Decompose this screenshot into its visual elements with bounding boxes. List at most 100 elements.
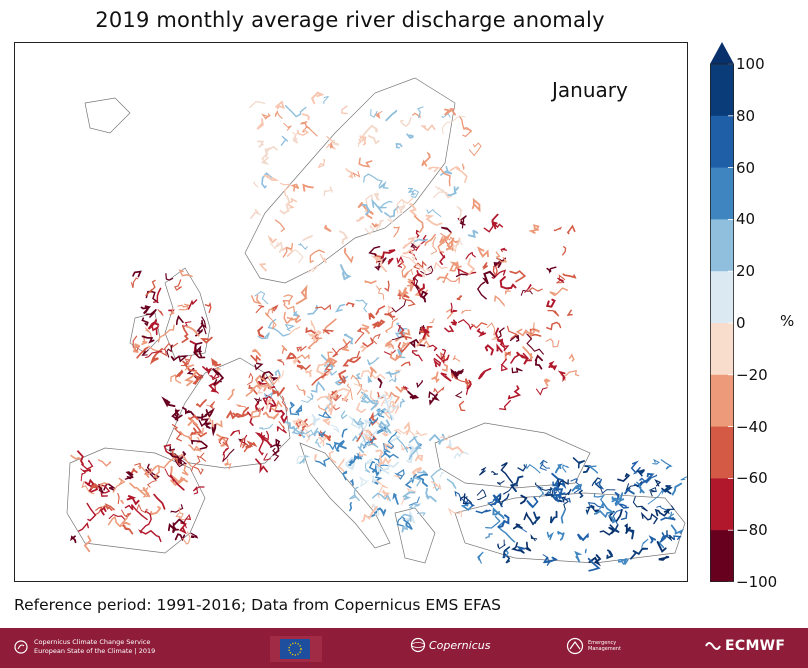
river-segment-balkans (372, 503, 380, 516)
river-segment-eastern-europe (486, 322, 496, 336)
river-segment-eastern-europe (423, 340, 431, 348)
copernicus-logo[interactable]: Copernicus (410, 637, 490, 653)
river-segment-central-europe (342, 356, 361, 367)
river-segment-eastern-europe (384, 280, 390, 293)
river-segment-iberia (126, 494, 140, 506)
river-segment-scandinavia (264, 145, 278, 155)
river-segment-central-europe (371, 319, 386, 329)
river-segment-anatolia (509, 475, 524, 493)
river-segment-british-isles (141, 335, 155, 344)
river-segment-eastern-europe (403, 385, 410, 392)
river-segment-scandinavia (267, 234, 277, 244)
river-segment-anatolia (654, 479, 662, 487)
river-segment-scandinavia (384, 206, 400, 218)
river-segment-balkans (367, 439, 379, 448)
river-segment-eastern-europe (494, 295, 505, 308)
river-segment-france (176, 453, 192, 467)
river-segment-eastern-europe (400, 260, 410, 279)
river-segment-central-europe (375, 305, 386, 316)
colorbar-tick-label: −40 (736, 417, 768, 436)
river-segment-france (171, 449, 177, 457)
river-segment-central-europe (283, 294, 294, 302)
colorbar-segment (710, 530, 734, 582)
colorbar-tick-label: 100 (736, 55, 765, 73)
river-segment-anatolia (460, 493, 469, 505)
river-segment-eastern-europe (527, 287, 543, 292)
river-segment-scandinavia (441, 112, 451, 119)
river-segment-anatolia (525, 541, 532, 552)
river-segment-france (215, 367, 221, 373)
ems-logo[interactable]: Emergency Management (566, 637, 621, 655)
river-segment-scandinavia (261, 113, 271, 120)
river-segment-scandinavia (462, 126, 473, 138)
river-segment-eastern-europe (449, 261, 460, 270)
river-segment-france (254, 362, 264, 371)
river-segment-anatolia (557, 494, 571, 503)
river-segment-anatolia (454, 490, 467, 504)
river-segment-alps (325, 441, 341, 451)
river-segment-central-europe (318, 404, 328, 414)
river-segment-eastern-europe (562, 246, 567, 256)
river-segment-france (218, 436, 229, 448)
river-segment-balkans (403, 519, 413, 530)
river-segment-eastern-europe (507, 385, 522, 400)
river-segment-central-europe (367, 397, 379, 411)
river-segment-iberia (99, 506, 107, 516)
river-segment-eastern-europe (568, 353, 575, 362)
river-segment-france (222, 447, 230, 463)
river-segment-eastern-europe (497, 327, 505, 339)
c3s-logo[interactable]: Copernicus Climate Change Service Europe… (14, 638, 155, 656)
colorbar-outline (710, 63, 734, 582)
river-segment-france (211, 419, 223, 432)
river-segment-scandinavia (456, 205, 463, 222)
river-segment-central-europe (311, 373, 327, 386)
river-segment-anatolia (485, 515, 501, 529)
river-segment-eastern-europe (505, 287, 512, 296)
river-segment-france (198, 419, 212, 429)
river-segment-eastern-europe (456, 295, 463, 301)
river-segment-scandinavia (458, 115, 465, 130)
river-segment-france (214, 381, 220, 394)
river-segment-eastern-europe (534, 354, 543, 370)
river-segment-scandinavia (343, 247, 354, 264)
river-segment-british-isles (161, 342, 179, 357)
river-segment-alps (336, 457, 345, 473)
river-segment-anatolia (656, 541, 667, 553)
river-segment-central-europe (312, 330, 322, 343)
river-segment-france (210, 357, 222, 367)
river-segment-british-isles (130, 277, 139, 288)
river-segment-scandinavia (467, 258, 476, 275)
river-segment-france (192, 374, 202, 385)
ems-line2: Management (588, 646, 621, 652)
river-segment-scandinavia (358, 157, 373, 168)
river-segment-british-isles (177, 303, 192, 308)
river-segment-anatolia (612, 509, 622, 525)
river-segment-central-europe (259, 423, 274, 430)
colorbar-tick-label: 20 (736, 262, 756, 281)
river-segment-scandinavia (361, 124, 379, 137)
river-segment-central-europe (386, 400, 395, 412)
river-segment-anatolia (630, 460, 641, 475)
river-segment-anatolia (588, 554, 602, 567)
river-segment-scandinavia (376, 200, 393, 210)
river-segment-anatolia (478, 466, 487, 476)
river-segment-iberia (97, 459, 112, 467)
river-segment-scandinavia (319, 253, 327, 264)
river-segment-scandinavia (367, 135, 380, 145)
river-segment-scandinavia (323, 186, 333, 197)
river-segment-central-europe (281, 344, 288, 354)
river-segment-iberia (107, 515, 126, 528)
river-segment-anatolia (534, 482, 552, 491)
ecmwf-logo[interactable]: ECMWF (704, 638, 785, 654)
river-segment-anatolia (549, 510, 558, 524)
river-segment-alps (317, 437, 328, 447)
river-segment-anatolia (497, 539, 506, 550)
river-segment-balkans (411, 466, 423, 478)
river-segment-central-europe (281, 395, 288, 412)
river-segment-france (269, 376, 279, 381)
river-segment-balkans (378, 442, 391, 460)
river-segment-central-europe (267, 318, 290, 337)
river-segment-central-europe (292, 311, 301, 318)
river-segment-scandinavia (407, 187, 415, 196)
river-segment-france (262, 411, 280, 420)
